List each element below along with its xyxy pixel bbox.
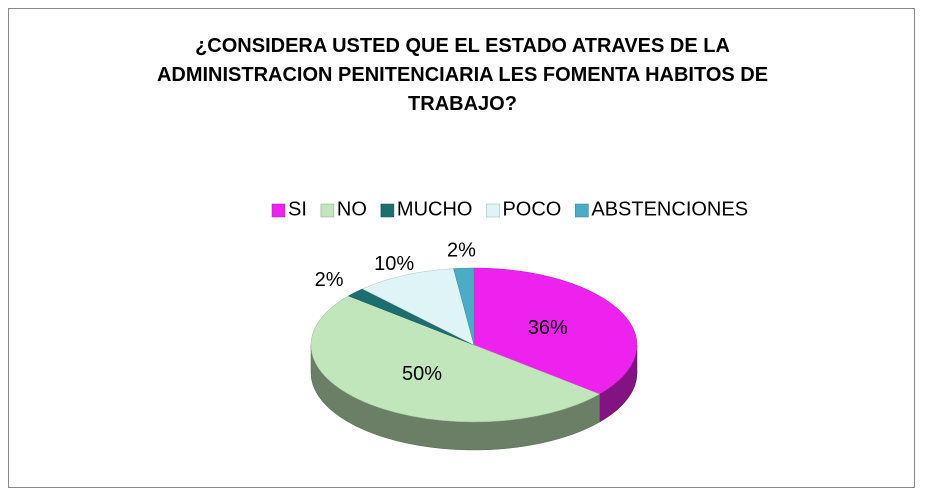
legend-swatch xyxy=(575,203,589,218)
data-label: 50% xyxy=(402,363,442,385)
legend-label: SI xyxy=(288,198,307,220)
data-label: 10% xyxy=(374,253,414,275)
legend-label: NO xyxy=(337,198,367,220)
data-label: 36% xyxy=(528,317,568,339)
chart-title: ¿CONSIDERA USTED QUE EL ESTADO ATRAVES D… xyxy=(156,35,769,115)
legend-label: POCO xyxy=(502,198,561,220)
chart-frame xyxy=(8,8,915,488)
legend-swatch xyxy=(320,203,335,218)
slice xyxy=(453,267,475,346)
legend-swatch xyxy=(271,203,286,218)
slice xyxy=(310,295,601,423)
legend-swatch xyxy=(486,203,500,218)
data-label: 2% xyxy=(315,269,344,291)
data-label: 2% xyxy=(447,240,476,262)
legend-swatch xyxy=(380,203,395,218)
legend-label: ABSTENCIONES xyxy=(591,198,748,220)
slice xyxy=(361,268,475,346)
legend-label: MUCHO xyxy=(397,198,473,220)
slice xyxy=(473,267,638,395)
